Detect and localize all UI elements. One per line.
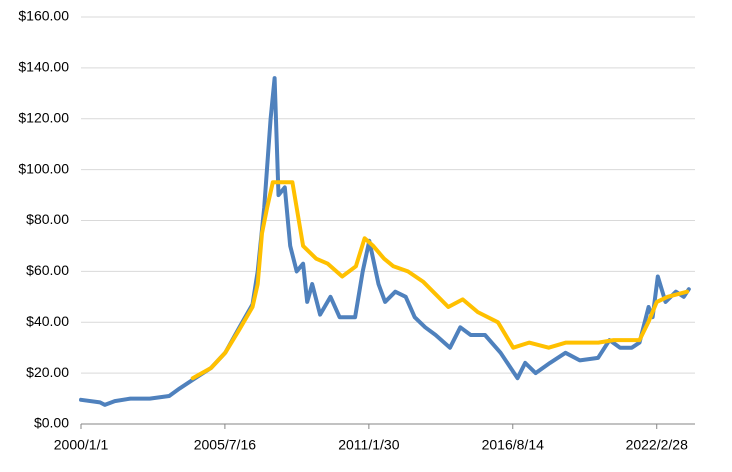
- y-tick-label: $60.00: [26, 262, 69, 278]
- y-tick-label: $140.00: [18, 59, 69, 75]
- x-tick-label: 2016/8/14: [482, 437, 544, 453]
- y-tick-label: $160.00: [18, 8, 69, 24]
- y-tick-label: $0.00: [34, 415, 69, 431]
- y-tick-label: $80.00: [26, 211, 69, 227]
- y-tick-label: $100.00: [18, 160, 69, 176]
- y-tick-label: $20.00: [26, 364, 69, 380]
- x-tick-label: 2011/1/30: [338, 437, 399, 453]
- y-tick-label: $120.00: [18, 109, 69, 125]
- x-tick-label: 2005/7/16: [194, 437, 256, 453]
- series-line: [190, 180, 690, 381]
- x-tick-label: 2000/1/1: [54, 437, 109, 453]
- y-tick-label: $40.00: [26, 313, 69, 329]
- series-line: [79, 76, 691, 407]
- x-tick-label: 2022/2/28: [626, 437, 688, 453]
